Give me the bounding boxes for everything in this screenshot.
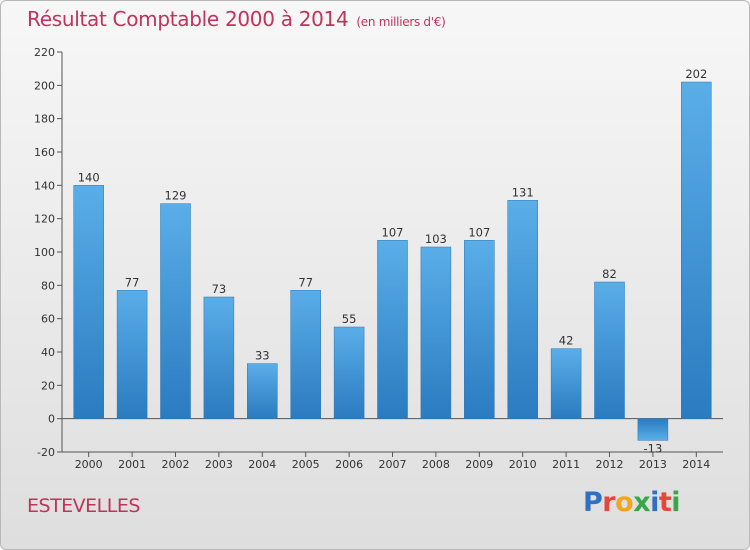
bar-2003: [203, 296, 235, 419]
value-label-2008: 103: [425, 232, 447, 246]
y-tick-label: -20: [37, 446, 55, 459]
bar-2014: [681, 81, 712, 419]
logo-letter: r: [602, 487, 616, 518]
value-label-2000: 140: [78, 170, 100, 184]
value-labels: 140 77 129 73 33 77 55 107 103 107 131 42 82 -13 202: [78, 67, 708, 455]
y-tick-label: 100: [34, 246, 55, 259]
y-tick-label: 0: [48, 413, 55, 426]
x-tick-label: 2006: [335, 458, 363, 471]
bar-2011: [550, 348, 582, 419]
y-tick-label: 40: [41, 346, 55, 359]
bar-2010: [507, 200, 538, 419]
x-tick-label: 2007: [379, 458, 407, 471]
x-tick-label: 2013: [639, 458, 667, 471]
y-tick-label: 20: [41, 379, 55, 392]
y-tick-label: 180: [34, 113, 55, 126]
x-tick-label: 2012: [596, 458, 624, 471]
bar-2007: [377, 240, 408, 419]
x-tick-label: 2001: [118, 458, 146, 471]
chart-unit: (en milliers d'€): [356, 15, 446, 29]
bars: [73, 81, 712, 441]
value-label-2006: 55: [342, 312, 357, 326]
value-label-2014: 202: [685, 67, 707, 81]
x-tick-label: 2000: [75, 458, 103, 471]
chart-title-text: Résultat Comptable 2000 à 2014: [27, 7, 349, 31]
x-tick-label: 2010: [509, 458, 537, 471]
bar-2013: [637, 418, 669, 441]
x-tick-label: 2004: [248, 458, 276, 471]
value-label-2012: 82: [602, 267, 617, 281]
value-label-2010: 131: [512, 185, 534, 199]
y-tick-label: 80: [41, 279, 55, 292]
value-label-2007: 107: [382, 225, 404, 239]
bar-2005: [290, 290, 321, 419]
y-tick-label: 160: [34, 146, 55, 159]
bar-2001: [116, 290, 148, 419]
axes: -20 0 20 40 60 80 100 120 140 160 180 200 220 2000 200…: [34, 46, 723, 471]
value-label-2004: 33: [255, 349, 270, 363]
x-tick-label: 2009: [465, 458, 493, 471]
commune-name: ESTEVELLES: [27, 495, 140, 517]
y-tick-label: 140: [34, 179, 55, 192]
value-label-2005: 77: [298, 275, 313, 289]
bar-2002: [160, 203, 191, 419]
bar-2000: [73, 185, 104, 419]
y-tick-label: 200: [34, 79, 55, 92]
bar-2009: [464, 240, 495, 419]
value-label-2003: 73: [212, 282, 227, 296]
logo-letter: t: [658, 487, 672, 518]
logo-letter: P: [583, 487, 603, 518]
bar-2008: [420, 246, 452, 419]
y-tick-label: 220: [34, 46, 55, 59]
x-tick-label: 2014: [682, 458, 710, 471]
logo-letter: o: [615, 487, 634, 518]
bar-2012: [594, 281, 625, 419]
x-tick-label: 2005: [292, 458, 320, 471]
value-label-2009: 107: [468, 225, 490, 239]
bar-2004: [247, 363, 278, 419]
x-tick-label: 2011: [552, 458, 580, 471]
value-label-2011: 42: [559, 334, 574, 348]
logo-letter: i: [671, 487, 681, 518]
value-label-2013: -13: [644, 441, 663, 455]
x-tick-label: 2008: [422, 458, 450, 471]
y-tick-label: 120: [34, 213, 55, 226]
chart-title: Résultat Comptable 2000 à 2014 (en millie…: [27, 7, 446, 31]
logo-letter: x: [633, 487, 651, 518]
x-tick-label: 2003: [205, 458, 233, 471]
y-tick-label: 60: [41, 313, 55, 326]
x-tick-label: 2002: [162, 458, 190, 471]
proxiti-logo: Proxiti: [583, 487, 681, 518]
value-label-2002: 129: [165, 189, 187, 203]
logo-letter: i: [650, 487, 659, 518]
value-label-2001: 77: [125, 275, 140, 289]
bar-2006: [333, 326, 365, 419]
